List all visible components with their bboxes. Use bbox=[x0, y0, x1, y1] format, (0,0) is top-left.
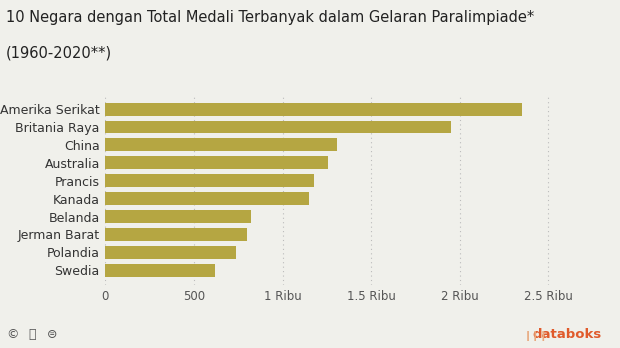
Bar bbox=[105, 246, 236, 259]
Bar bbox=[105, 210, 250, 223]
Text: ❙❙❙: ❙❙❙ bbox=[524, 331, 548, 341]
Bar bbox=[105, 120, 451, 133]
Bar bbox=[105, 264, 215, 277]
Bar bbox=[105, 192, 309, 205]
Text: databoks: databoks bbox=[532, 328, 601, 341]
Bar bbox=[105, 103, 521, 116]
Bar bbox=[105, 139, 337, 151]
Bar bbox=[105, 156, 328, 169]
Text: ©: © bbox=[6, 328, 19, 341]
Text: ⓘ: ⓘ bbox=[28, 328, 35, 341]
Bar bbox=[105, 174, 314, 187]
Text: 10 Negara dengan Total Medali Terbanyak dalam Gelaran Paralimpiade*: 10 Negara dengan Total Medali Terbanyak … bbox=[6, 10, 534, 25]
Text: ⊜: ⊜ bbox=[46, 328, 57, 341]
Bar bbox=[105, 228, 247, 241]
Text: (1960-2020**): (1960-2020**) bbox=[6, 45, 112, 60]
